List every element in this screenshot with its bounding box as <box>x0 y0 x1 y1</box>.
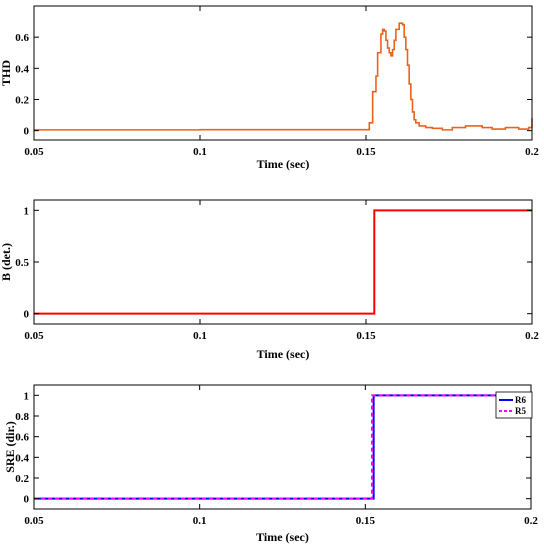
legend-label-r5: R5 <box>515 406 526 416</box>
series-line-1 <box>34 22 533 131</box>
y-axis-label: SRE (dir.) <box>3 421 17 473</box>
y-axis-label: THD <box>0 60 13 86</box>
x-tick-label: 0.1 <box>193 515 207 527</box>
y-tick-label: 0.6 <box>15 32 29 44</box>
y-tick-label: 0.4 <box>15 452 29 464</box>
x-tick-label: 0.2 <box>525 330 539 342</box>
y-tick-label: 1 <box>24 205 30 217</box>
series-line-1 <box>34 209 532 315</box>
y-tick-label: 1 <box>24 390 30 402</box>
x-tick-label: 0.2 <box>525 146 539 158</box>
y-tick-label: 0.2 <box>15 473 29 485</box>
plot-frame <box>33 5 533 141</box>
plot-frame <box>33 384 532 510</box>
x-tick-label: 0.15 <box>356 146 376 158</box>
chart-panel-1: 0.05 0.1 0.15 0.2 0 0.2 0.4 0.6 Time (sec) THD <box>0 5 539 171</box>
x-axis-label: Time (sec) <box>257 157 310 171</box>
chart-panel-2: 0.05 0.1 0.15 0.2 0 0.5 1 Time (sec) B (det.) <box>0 199 539 361</box>
y-tick-label: 0.2 <box>15 94 29 106</box>
y-axis-label: B (det.) <box>0 243 13 281</box>
legend-box <box>495 391 533 419</box>
series-line-r6 <box>34 394 531 500</box>
x-tick-label: 0.15 <box>356 330 376 342</box>
x-tick-label: 0.1 <box>193 330 207 342</box>
y-tick-label: 0 <box>24 309 30 321</box>
y-tick-label: 0 <box>24 494 30 506</box>
legend-label-r6: R6 <box>515 395 526 405</box>
y-tick-label: 0 <box>24 126 30 138</box>
x-tick-label: 0.1 <box>193 146 207 158</box>
chart-panel-3: 0.05 0.1 0.15 0.2 0 0.2 0.4 0.6 0.8 1 Time (sec) SR… <box>3 384 538 544</box>
plot-frame <box>33 199 533 325</box>
y-tick-label: 0.4 <box>15 63 29 75</box>
x-tick-label: 0.2 <box>524 515 538 527</box>
series-line-r5 <box>34 394 531 500</box>
y-tick-label: 0.6 <box>15 432 29 444</box>
x-axis-label: Time (sec) <box>256 530 309 544</box>
x-tick-label: 0.15 <box>356 515 376 527</box>
x-tick-label: 0.05 <box>24 515 44 527</box>
x-tick-label: 0.05 <box>24 330 44 342</box>
x-axis-label: Time (sec) <box>257 347 310 361</box>
y-tick-label: 0.8 <box>15 411 29 423</box>
y-tick-label: 0.5 <box>15 257 29 269</box>
x-tick-label: 0.05 <box>24 146 44 158</box>
